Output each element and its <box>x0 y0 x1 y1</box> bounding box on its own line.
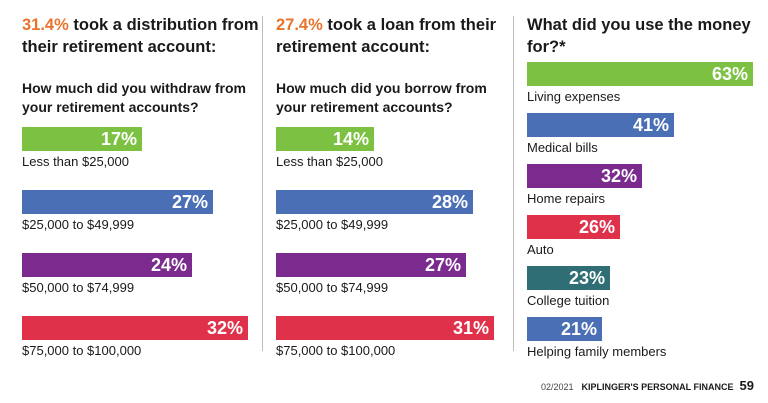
panel-title: What did you use the money for?* <box>527 16 751 56</box>
bar: 24% <box>22 253 192 277</box>
bar: 14% <box>276 127 374 151</box>
title-highlight: 31.4% <box>22 16 69 34</box>
category-label: $75,000 to $100,000 <box>22 343 142 358</box>
panel-question: How much did you borrow from your retire… <box>276 80 487 115</box>
bar: 32% <box>527 164 642 188</box>
bar: 23% <box>527 266 610 290</box>
panel-question: How much did you withdraw from your reti… <box>22 80 246 115</box>
divider <box>262 16 263 351</box>
panel-title: 27.4% took a loan from their retirement … <box>276 14 516 58</box>
panel-title: 31.4% took a distribution from their ret… <box>22 14 262 58</box>
bar: 28% <box>276 190 473 214</box>
bar: 63% <box>527 62 753 86</box>
title-highlight: 27.4% <box>276 16 323 34</box>
bar: 26% <box>527 215 620 239</box>
category-label: $75,000 to $100,000 <box>276 343 396 358</box>
title-text: took a distribution from their retiremen… <box>22 16 259 56</box>
category-label: Home repairs <box>527 191 606 206</box>
category-label: Helping family members <box>527 344 667 359</box>
category-label: $50,000 to $74,999 <box>22 280 135 295</box>
bar: 17% <box>22 127 142 151</box>
title-text: took a loan from their retirement accoun… <box>276 16 497 56</box>
category-label: $25,000 to $49,999 <box>22 217 135 232</box>
category-label: $25,000 to $49,999 <box>276 217 389 232</box>
category-label: College tuition <box>527 293 610 308</box>
category-label: Less than $25,000 <box>276 154 383 169</box>
bar: 27% <box>276 253 466 277</box>
category-label: Living expenses <box>527 89 621 104</box>
divider <box>513 16 514 351</box>
category-label: $50,000 to $74,999 <box>276 280 389 295</box>
bar: 21% <box>527 317 602 341</box>
bar: 27% <box>22 190 213 214</box>
bar: 32% <box>22 316 248 340</box>
category-label: Medical bills <box>527 140 598 155</box>
issue-date: 02/2021 <box>540 382 574 392</box>
bar: 31% <box>276 316 494 340</box>
page-footer: 02/2021 KIPLINGER'S PERSONAL FINANCE 59 <box>541 378 754 393</box>
category-label: Less than $25,000 <box>22 154 129 169</box>
category-label: Auto <box>527 242 554 257</box>
publication-name: KIPLINGER'S PERSONAL FINANCE <box>581 382 734 392</box>
page-number: 59 <box>739 378 754 393</box>
bar: 41% <box>527 113 674 137</box>
